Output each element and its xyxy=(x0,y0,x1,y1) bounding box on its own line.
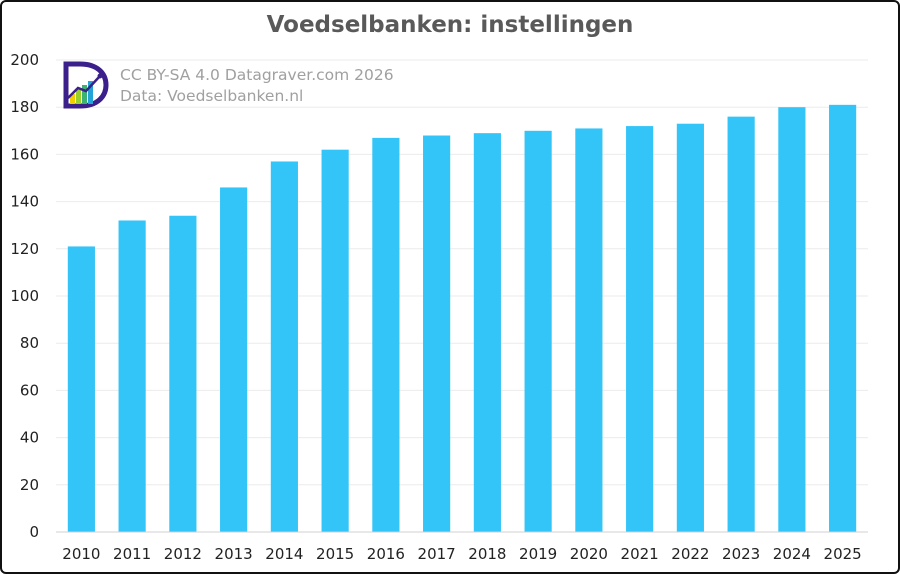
x-tick-label: 2012 xyxy=(164,545,202,563)
bar xyxy=(676,123,704,532)
bar xyxy=(118,220,146,533)
x-tick-label: 2025 xyxy=(824,545,862,563)
y-tick-label: 140 xyxy=(10,193,39,211)
y-tick-labels: 0 20 40 60 80 100 120 140 160 180 200 xyxy=(10,51,39,541)
bars xyxy=(67,104,857,533)
bar xyxy=(321,149,349,532)
x-tick-label: 2015 xyxy=(316,545,354,563)
y-tick-label: 180 xyxy=(10,98,39,116)
x-tick-label: 2019 xyxy=(519,545,557,563)
credit-source: Data: Voedselbanken.nl xyxy=(120,87,304,105)
bar xyxy=(829,104,857,532)
x-tick-label: 2011 xyxy=(113,545,151,563)
x-tick-label: 2021 xyxy=(621,545,659,563)
y-tick-label: 200 xyxy=(10,51,39,69)
bar xyxy=(473,133,501,532)
x-tick-label: 2022 xyxy=(671,545,709,563)
y-tick-label: 20 xyxy=(20,476,39,494)
x-tick-label: 2023 xyxy=(722,545,760,563)
bar xyxy=(67,246,95,532)
y-tick-label: 100 xyxy=(10,287,39,305)
y-tick-label: 80 xyxy=(20,334,39,352)
x-tick-label: 2013 xyxy=(215,545,253,563)
bar xyxy=(169,215,197,532)
datagraver-logo-icon xyxy=(60,60,112,116)
credit-license: CC BY-SA 4.0 Datagraver.com 2026 xyxy=(120,66,394,84)
x-tick-labels: 2010 2011 2012 2013 2014 2015 2016 2017 2018 2019… xyxy=(62,545,861,563)
bar xyxy=(372,137,400,532)
bar xyxy=(423,135,451,532)
x-tick-label: 2017 xyxy=(418,545,456,563)
bar xyxy=(220,187,248,532)
x-tick-label: 2024 xyxy=(773,545,811,563)
x-tick-label: 2014 xyxy=(265,545,303,563)
y-tick-label: 0 xyxy=(29,523,39,541)
x-tick-label: 2018 xyxy=(468,545,506,563)
chart-title: Voedselbanken: instellingen xyxy=(266,12,634,38)
y-tick-label: 40 xyxy=(20,429,39,447)
bar xyxy=(575,128,603,532)
bar xyxy=(626,126,654,532)
x-tick-label: 2020 xyxy=(570,545,608,563)
x-tick-label: 2010 xyxy=(62,545,100,563)
y-tick-label: 160 xyxy=(10,145,39,163)
bar xyxy=(778,107,806,532)
bar xyxy=(524,130,552,533)
y-tick-label: 60 xyxy=(20,381,39,399)
bar xyxy=(270,161,298,533)
y-tick-label: 120 xyxy=(10,240,39,258)
bar xyxy=(727,116,755,532)
x-tick-label: 2016 xyxy=(367,545,405,563)
